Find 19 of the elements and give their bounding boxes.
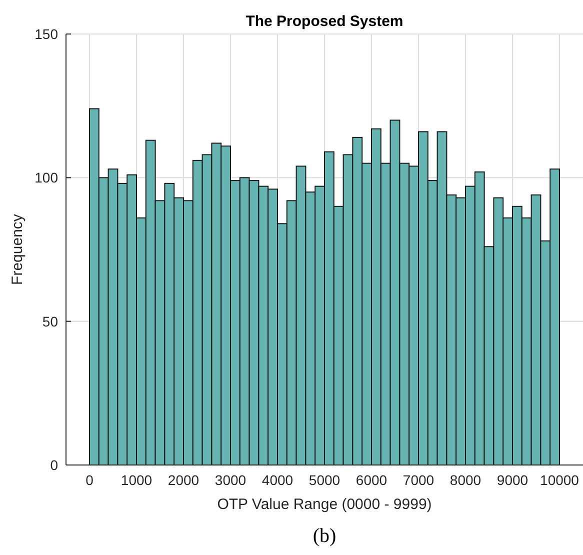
y-tick-label: 50: [42, 313, 58, 330]
x-tick-label: 4000: [262, 472, 294, 488]
x-tick-label: 0: [86, 472, 94, 488]
x-tick-label: 5000: [308, 472, 340, 488]
x-tick-label: 8000: [450, 472, 482, 488]
x-tick-label: 1000: [120, 472, 152, 488]
y-tick-label: 100: [34, 170, 58, 186]
x-tick-label: 10000: [540, 472, 580, 488]
x-tick-label: 3000: [214, 472, 246, 488]
x-tick-label: 6000: [356, 472, 388, 488]
y-tick-label: 0: [50, 457, 58, 473]
text: (b): [312, 525, 336, 547]
x-tick-label: 9000: [496, 472, 528, 488]
y-axis-title: Frequency: [9, 214, 26, 285]
x-tick-label: 7000: [402, 472, 434, 488]
x-axis-title: OTP Value Range (0000 - 9999): [217, 496, 432, 513]
chart-title: The Proposed System: [246, 13, 404, 30]
y-tick-label: 150: [34, 26, 58, 42]
x-tick-label: 2000: [168, 472, 200, 488]
